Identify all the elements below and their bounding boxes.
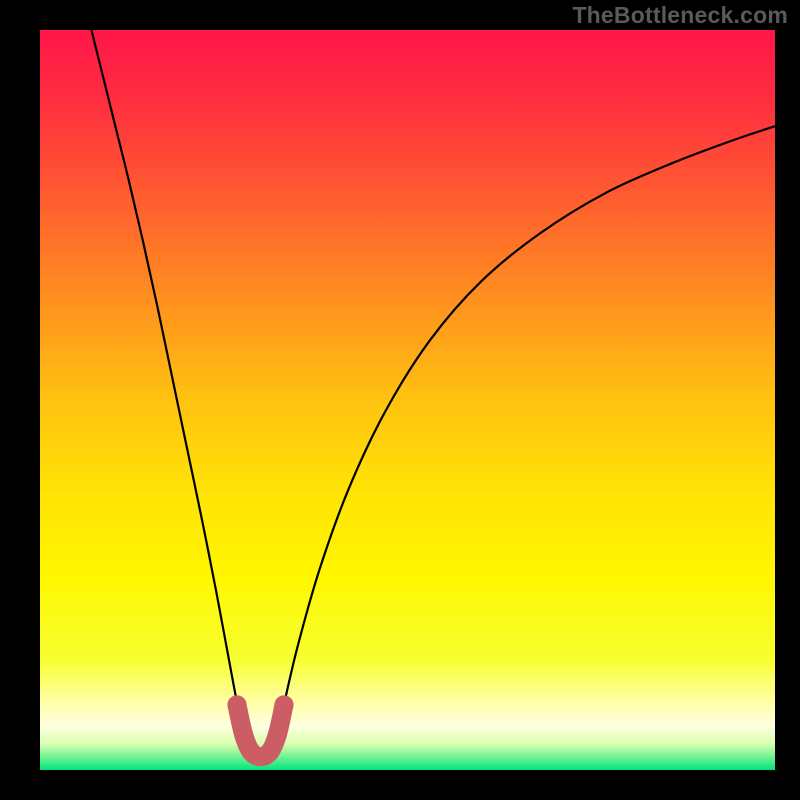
gradient-background	[40, 30, 775, 770]
chart-container: TheBottleneck.com	[0, 0, 800, 800]
chart-svg	[0, 0, 800, 800]
watermark-text: TheBottleneck.com	[572, 2, 788, 29]
